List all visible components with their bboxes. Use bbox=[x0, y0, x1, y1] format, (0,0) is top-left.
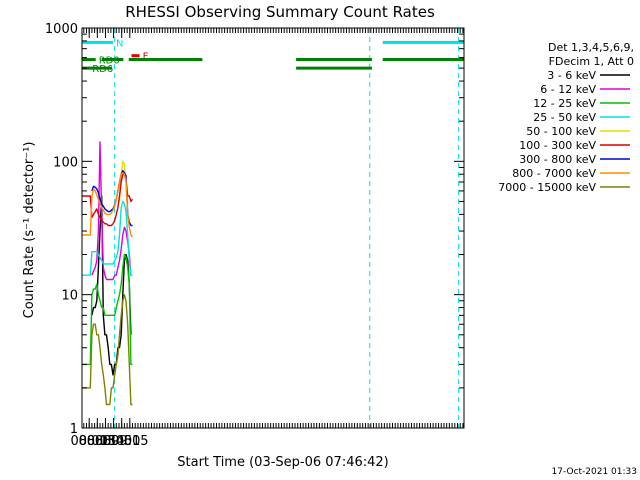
series-line-3-0 bbox=[82, 200, 133, 276]
y-tick-label-2: 100 bbox=[53, 155, 78, 170]
legend-label-1: 6 - 12 keV bbox=[540, 83, 596, 96]
series-line-5-0 bbox=[82, 173, 134, 227]
y-tick-label-3: 1000 bbox=[45, 22, 78, 37]
series-line-0-0 bbox=[91, 195, 132, 376]
series-line-7-0 bbox=[82, 172, 134, 238]
x-tick-label-2: 08:30 bbox=[87, 434, 124, 449]
x-tick-label-5: 09:15 bbox=[111, 434, 148, 449]
legend-label-4: 50 - 100 keV bbox=[526, 125, 596, 138]
legend-label-0: 3 - 6 keV bbox=[547, 69, 596, 82]
x-tick-label-3: 08:45 bbox=[95, 434, 132, 449]
series-line-2-0 bbox=[82, 253, 133, 366]
chart-title: RHESSI Observing Summary Count Rates bbox=[125, 3, 435, 21]
x-tick-label-4: 09:00 bbox=[103, 434, 140, 449]
legend-header-1: FDecim 1, Att 0 bbox=[549, 55, 634, 68]
legend-header-0: Det 1,3,4,5,6,9, bbox=[548, 41, 634, 54]
series-line-1-0 bbox=[91, 141, 132, 281]
legend-label-2: 12 - 25 keV bbox=[533, 97, 596, 110]
legend-label-5: 100 - 300 keV bbox=[519, 139, 596, 152]
plot-frame bbox=[81, 27, 465, 429]
status-label-rd6: RD6 bbox=[92, 64, 113, 75]
legend-label-8: 7000 - 15000 keV bbox=[498, 181, 596, 194]
series-line-4-0 bbox=[118, 160, 127, 202]
x-tick-label-0: 08:00 bbox=[70, 434, 107, 449]
legend-label-6: 300 - 800 keV bbox=[519, 153, 596, 166]
status-label-rd0: RD0 bbox=[99, 56, 120, 67]
x-tick-label-1: 08:15 bbox=[79, 434, 116, 449]
timestamp: 17-Oct-2021 01:33 bbox=[552, 467, 637, 477]
legend: Det 1,3,4,5,6,9,FDecim 1, Att 03 - 6 keV… bbox=[498, 41, 634, 194]
y-tick-label-1: 10 bbox=[61, 289, 78, 304]
y-axis-label: Count Rate (s⁻¹ detector⁻¹) bbox=[22, 142, 37, 319]
series-line-6-0 bbox=[91, 169, 133, 227]
y-tick-label-0: 1 bbox=[70, 422, 78, 437]
x-axis-label: Start Time (03-Sep-06 07:46:42) bbox=[177, 455, 388, 470]
status-label-n: N bbox=[116, 38, 123, 49]
status-label-f: F bbox=[143, 52, 149, 63]
legend-label-7: 800 - 7000 keV bbox=[512, 167, 596, 180]
series-line-8-0 bbox=[82, 294, 133, 406]
legend-label-3: 25 - 50 keV bbox=[533, 111, 596, 124]
